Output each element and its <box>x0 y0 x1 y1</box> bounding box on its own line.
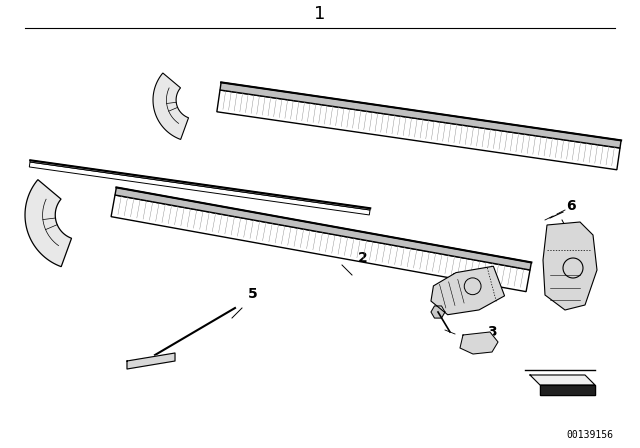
Text: 2: 2 <box>358 251 368 265</box>
Polygon shape <box>127 353 175 369</box>
Polygon shape <box>30 160 371 210</box>
Text: 3: 3 <box>487 325 497 339</box>
Polygon shape <box>540 385 595 395</box>
Text: 6: 6 <box>566 199 575 213</box>
Text: 4: 4 <box>448 272 458 286</box>
Polygon shape <box>115 187 531 270</box>
Polygon shape <box>431 266 504 314</box>
Polygon shape <box>543 222 597 310</box>
Polygon shape <box>220 82 621 148</box>
Polygon shape <box>431 306 445 318</box>
Polygon shape <box>25 180 72 267</box>
Text: 5: 5 <box>248 287 258 301</box>
Polygon shape <box>460 332 498 354</box>
Polygon shape <box>217 90 620 170</box>
Text: 1: 1 <box>314 5 326 23</box>
Text: 00139156: 00139156 <box>566 430 614 440</box>
Polygon shape <box>111 195 530 292</box>
Polygon shape <box>530 375 595 385</box>
Polygon shape <box>153 73 189 139</box>
Polygon shape <box>29 162 370 215</box>
